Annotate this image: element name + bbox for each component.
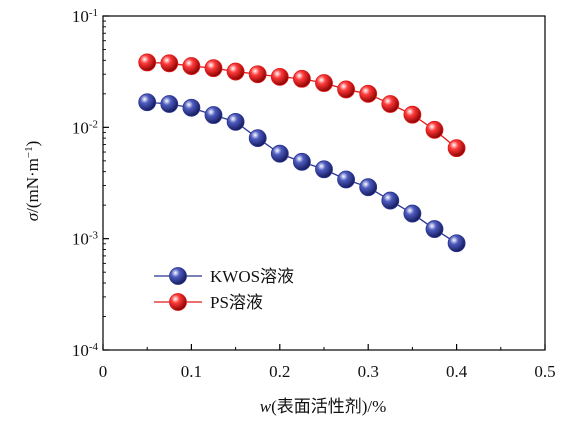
data-point-0-9 <box>337 170 356 189</box>
data-point-1-5 <box>248 65 267 84</box>
data-point-0-7 <box>292 152 311 171</box>
data-point-1-3 <box>204 59 223 78</box>
data-point-1-9 <box>337 80 356 99</box>
legend-marker-1 <box>169 293 187 311</box>
y-axis-label-exponent: −1 <box>23 146 35 158</box>
y-axis-label-text: /(mN·m <box>23 158 42 213</box>
x-axis-label-variable: w <box>260 397 272 416</box>
x-axis-label-text: (表面活性剂)/% <box>271 397 386 416</box>
x-tick-label-4: 0.4 <box>446 362 468 381</box>
x-axis-label: w(表面活性剂)/% <box>260 397 387 416</box>
y-axis-label: σ/(mN·m−1) <box>23 141 42 222</box>
y-axis-label-close: ) <box>23 141 42 147</box>
data-point-0-6 <box>270 144 289 163</box>
y-tick-label-1: 10-2 <box>72 118 98 137</box>
data-point-1-11 <box>381 95 400 113</box>
x-tick-label-5: 0.5 <box>534 362 555 381</box>
data-point-1-0 <box>138 53 157 72</box>
data-point-0-3 <box>204 106 223 124</box>
legend-label-0: KWOS溶液 <box>210 267 294 286</box>
x-tick-label-2: 0.2 <box>269 362 290 381</box>
data-point-1-4 <box>226 62 245 81</box>
data-point-0-12 <box>403 204 422 223</box>
data-point-0-2 <box>182 98 201 117</box>
x-tick-label-0: 0 <box>99 362 108 381</box>
y-axis-label-variable: σ <box>23 212 42 221</box>
legend-label-1: PS溶液 <box>210 293 263 312</box>
data-point-1-2 <box>182 57 201 75</box>
data-point-1-1 <box>160 54 179 73</box>
data-point-0-13 <box>425 220 444 238</box>
data-point-1-8 <box>315 74 333 92</box>
data-point-1-14 <box>447 139 466 158</box>
y-tick-label-2: 10-3 <box>72 230 99 249</box>
data-point-1-6 <box>270 67 289 86</box>
y-tick-label-0: 10-1 <box>72 7 98 26</box>
data-point-0-8 <box>315 160 333 179</box>
data-point-0-14 <box>447 234 466 253</box>
data-point-1-12 <box>403 105 422 124</box>
data-point-1-13 <box>425 120 444 139</box>
data-point-1-10 <box>359 84 378 103</box>
data-point-0-4 <box>226 112 245 131</box>
x-tick-label-3: 0.3 <box>358 362 379 381</box>
data-point-0-5 <box>248 129 267 148</box>
data-point-0-10 <box>359 178 378 197</box>
data-point-0-11 <box>381 191 400 210</box>
data-point-1-7 <box>292 69 311 88</box>
legend-marker-0 <box>169 267 187 285</box>
legend: KWOS溶液 PS溶液 <box>154 267 294 312</box>
x-tick-label-1: 0.1 <box>181 362 202 381</box>
data-point-0-1 <box>160 95 179 113</box>
y-tick-label-3: 10-4 <box>72 341 99 360</box>
data-point-0-0 <box>138 93 157 112</box>
